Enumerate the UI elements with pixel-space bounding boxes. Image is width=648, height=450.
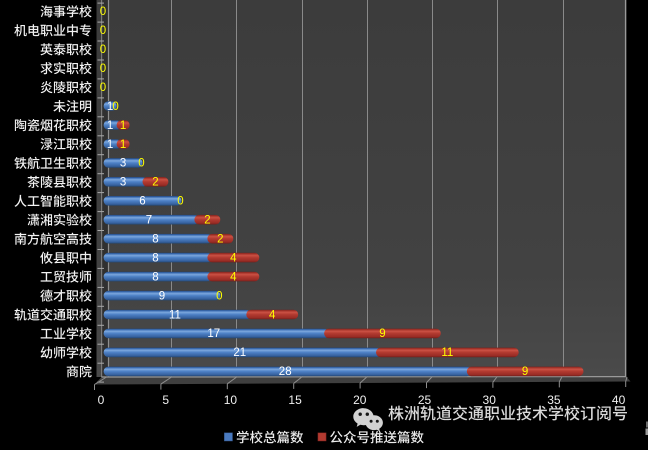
svg-text:3: 3: [120, 158, 126, 170]
svg-text:8: 8: [152, 271, 158, 283]
svg-text:11: 11: [441, 347, 453, 359]
svg-text:8: 8: [152, 252, 158, 264]
svg-text:4: 4: [269, 309, 276, 321]
svg-text:0: 0: [100, 25, 106, 37]
svg-text:30: 30: [483, 393, 497, 407]
svg-text:4: 4: [230, 271, 237, 283]
svg-text:0: 0: [100, 6, 106, 18]
svg-text:7: 7: [146, 215, 152, 227]
svg-text:11: 11: [169, 309, 181, 321]
svg-text:0: 0: [98, 393, 105, 407]
svg-text:25: 25: [418, 393, 432, 407]
svg-text:4: 4: [230, 252, 237, 264]
svg-text:28: 28: [279, 366, 292, 378]
svg-text:15: 15: [288, 393, 302, 407]
svg-text:0: 0: [100, 44, 106, 56]
svg-text:2: 2: [204, 215, 210, 227]
svg-text:17: 17: [207, 328, 220, 340]
svg-text:5: 5: [162, 393, 169, 407]
svg-text:21: 21: [233, 347, 246, 359]
svg-text:1: 1: [120, 139, 126, 151]
svg-text:0: 0: [138, 158, 144, 170]
svg-text:3: 3: [120, 177, 126, 189]
svg-text:35: 35: [547, 393, 561, 407]
svg-text:2: 2: [217, 234, 223, 246]
svg-text:20: 20: [353, 393, 367, 407]
svg-text:6: 6: [139, 196, 145, 208]
svg-text:9: 9: [159, 290, 165, 302]
svg-text:1: 1: [107, 120, 113, 132]
svg-text:8: 8: [152, 234, 158, 246]
svg-text:0: 0: [216, 290, 222, 302]
svg-text:0: 0: [177, 196, 183, 208]
svg-text:1: 1: [107, 101, 113, 113]
svg-text:2: 2: [152, 177, 158, 189]
svg-text:10: 10: [224, 393, 238, 407]
svg-text:0: 0: [100, 82, 106, 94]
svg-text:9: 9: [522, 366, 528, 378]
svg-text:1: 1: [120, 120, 126, 132]
svg-text:0: 0: [112, 101, 118, 113]
svg-text:9: 9: [379, 328, 385, 340]
svg-text:1: 1: [107, 139, 113, 151]
svg-text:40: 40: [612, 393, 626, 407]
svg-text:0: 0: [100, 63, 106, 75]
